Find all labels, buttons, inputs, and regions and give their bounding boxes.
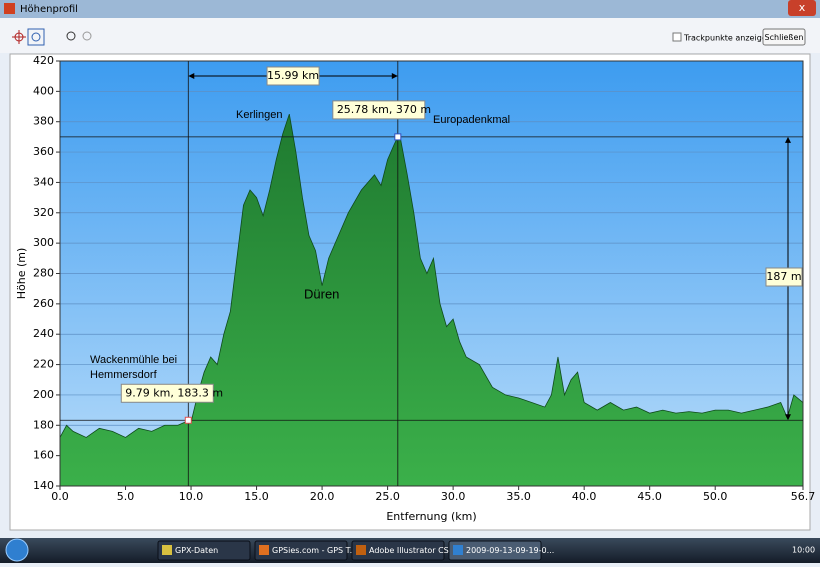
y-tick-label: 360 xyxy=(33,145,54,158)
x-tick-label: 30.0 xyxy=(441,490,466,503)
marker xyxy=(394,133,402,141)
y-tick-label: 200 xyxy=(33,388,54,401)
x-tick-label: 40.0 xyxy=(572,490,597,503)
toolbar xyxy=(0,18,820,53)
x-tick-label: 0.0 xyxy=(51,490,69,503)
taskbar-label: Adobe Illustrator CS... xyxy=(369,546,456,555)
y-tick-label: 220 xyxy=(33,358,54,371)
arrow-head xyxy=(785,136,791,143)
arrow-head xyxy=(188,73,195,79)
x-axis-label: Entfernung (km) xyxy=(386,510,476,523)
place-label: Europadenkmal xyxy=(433,114,510,126)
x-tick-label: 15.0 xyxy=(244,490,269,503)
x-tick-label: 5.0 xyxy=(117,490,135,503)
marker-callout xyxy=(332,100,426,120)
taskbar-icon xyxy=(453,545,463,555)
y-tick-label: 300 xyxy=(33,236,54,249)
title-bar xyxy=(0,0,820,18)
taskbar-item[interactable] xyxy=(157,540,251,561)
place-label: Kerlingen xyxy=(236,109,282,121)
taskbar-item[interactable] xyxy=(448,540,542,561)
x-tick-label: 50.0 xyxy=(703,490,728,503)
close-btn[interactable] xyxy=(762,28,806,46)
close-btn-label: Schließen xyxy=(765,33,804,42)
taskbar-icon xyxy=(259,545,269,555)
x-tick-label: 45.0 xyxy=(637,490,662,503)
y-tick-label: 320 xyxy=(33,206,54,219)
taskbar-item[interactable] xyxy=(254,540,348,561)
distance-label: 15.99 km xyxy=(267,69,319,82)
y-tick-label: 180 xyxy=(33,418,54,431)
taskbar-label: GPX-Daten xyxy=(175,546,218,555)
y-tick-label: 380 xyxy=(33,115,54,128)
checkbox-label: Trackpunkte anzeigen xyxy=(683,34,772,43)
height-label: 187 m xyxy=(766,270,801,283)
y-axis-label: Höhe (m) xyxy=(15,248,28,300)
taskbar-label: 2009-09-13-09-19-0... xyxy=(466,546,554,555)
y-tick-label: 140 xyxy=(33,479,54,492)
x-tick-label: 35.0 xyxy=(506,490,531,503)
place-label: Düren xyxy=(304,286,339,301)
arrow-head xyxy=(785,414,791,421)
taskbar-label: GPSies.com - GPS T... xyxy=(272,546,357,555)
y-tick-label: 240 xyxy=(33,327,54,340)
marker-label: 25.78 km, 370 m xyxy=(337,103,431,116)
close-button[interactable] xyxy=(788,0,816,16)
x-tick-label: 56.7 xyxy=(791,490,816,503)
arrow-head xyxy=(391,73,398,79)
clock: 10:00 xyxy=(792,546,815,555)
plot-frame xyxy=(59,60,804,487)
x-tick-label: 25.0 xyxy=(375,490,400,503)
marker-callout xyxy=(120,383,214,403)
distance-box xyxy=(266,66,320,86)
y-tick-label: 420 xyxy=(33,54,54,67)
marker-label: 9.79 km, 183.3 m xyxy=(125,386,223,399)
taskbar-icon xyxy=(356,545,366,555)
checkbox[interactable] xyxy=(672,32,682,42)
tool-icons[interactable] xyxy=(12,28,92,46)
start-button[interactable] xyxy=(5,538,29,562)
place-label: Wackenmühle bei xyxy=(90,354,177,366)
x-tick-label: 10.0 xyxy=(179,490,204,503)
y-tick-label: 340 xyxy=(33,175,54,188)
height-box xyxy=(765,267,803,287)
y-tick-label: 400 xyxy=(33,84,54,97)
window-title: Höhenprofil xyxy=(20,4,78,15)
taskbar-item[interactable] xyxy=(351,540,445,561)
marker xyxy=(184,416,192,424)
place-label: Hemmersdorf xyxy=(90,369,158,381)
taskbar-icon xyxy=(162,545,172,555)
app-icon xyxy=(4,3,15,14)
y-tick-label: 260 xyxy=(33,297,54,310)
y-tick-label: 160 xyxy=(33,449,54,462)
y-tick-label: 280 xyxy=(33,267,54,280)
close-x: x xyxy=(799,1,806,14)
x-tick-label: 20.0 xyxy=(310,490,335,503)
